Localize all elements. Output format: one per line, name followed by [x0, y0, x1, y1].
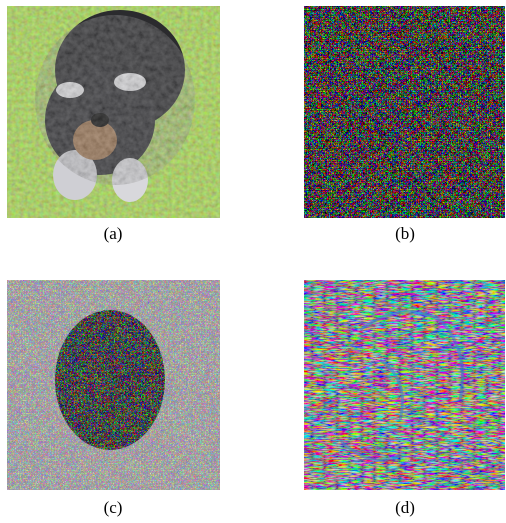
panel-b-image — [304, 6, 505, 218]
caption: (b) — [395, 224, 415, 243]
caption: (c) — [104, 498, 123, 517]
panel-a-image — [7, 6, 220, 218]
panel-c-image — [7, 280, 220, 490]
caption: (a) — [104, 224, 123, 243]
caption: (d) — [395, 498, 415, 517]
panel-d-image — [304, 280, 505, 490]
